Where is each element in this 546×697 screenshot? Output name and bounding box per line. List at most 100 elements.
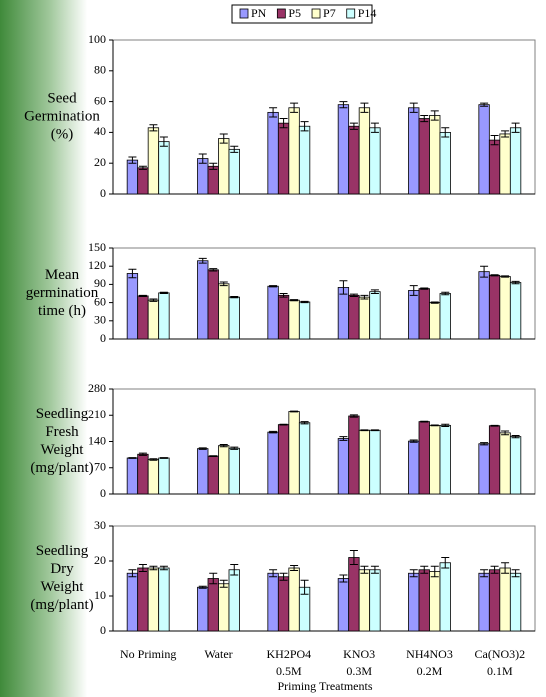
- y-tick-label: 0: [100, 486, 106, 500]
- bar: [489, 570, 500, 631]
- y-axis-label: Weight: [41, 442, 85, 458]
- x-tick-label: KH2PO4: [266, 647, 311, 661]
- bar: [500, 134, 511, 194]
- bar: [419, 289, 430, 339]
- bar: [479, 444, 490, 494]
- bar: [510, 573, 521, 631]
- y-axis-label: (mg/plant): [30, 460, 93, 476]
- y-axis-label: Germination: [24, 108, 100, 124]
- bar: [289, 108, 300, 194]
- bar: [198, 449, 209, 494]
- y-axis-label: Seedling: [36, 543, 89, 559]
- bar: [479, 105, 490, 194]
- bar: [208, 270, 219, 339]
- bar: [440, 425, 451, 494]
- bar: [510, 128, 521, 194]
- bar: [289, 300, 300, 339]
- bar: [138, 454, 149, 494]
- y-tick-label: 150: [88, 240, 106, 254]
- legend-swatch: [312, 9, 320, 18]
- bar: [219, 284, 230, 339]
- bar: [299, 126, 310, 194]
- bar: [349, 295, 360, 339]
- error-bar: [160, 458, 168, 459]
- chart: 020406080100SeedGermination(%)PNP5P7P140…: [0, 0, 546, 697]
- bar: [370, 292, 381, 339]
- bar: [510, 283, 521, 339]
- y-axis-label: (%): [51, 126, 74, 142]
- legend-swatch: [347, 9, 355, 18]
- bar: [419, 422, 430, 494]
- bar: [278, 577, 289, 631]
- bar: [159, 142, 170, 194]
- page: 020406080100SeedGermination(%)PNP5P7P140…: [0, 0, 546, 697]
- bar: [370, 128, 381, 194]
- bar: [127, 273, 137, 339]
- bar: [268, 432, 279, 494]
- error-bar: [371, 430, 379, 431]
- y-axis-label: Seed: [47, 90, 77, 106]
- bar: [430, 572, 441, 632]
- bar: [148, 128, 159, 194]
- bar: [198, 587, 209, 631]
- bar: [219, 446, 230, 494]
- bar: [359, 108, 370, 194]
- bar: [219, 139, 230, 194]
- bar: [500, 277, 511, 339]
- legend-swatch: [240, 9, 248, 18]
- bar: [479, 573, 490, 631]
- bar: [138, 296, 149, 339]
- bar: [219, 584, 230, 631]
- error-bar: [128, 458, 136, 459]
- bar: [349, 416, 360, 494]
- bar: [159, 293, 170, 339]
- bar: [479, 272, 490, 339]
- y-tick-label: 0: [100, 186, 106, 200]
- y-tick-label: 100: [88, 32, 106, 46]
- x-tick-label: 0.2M: [417, 664, 443, 678]
- y-tick-label: 20: [94, 155, 106, 169]
- bar: [138, 168, 149, 194]
- bar: [338, 439, 349, 495]
- error-bar: [280, 424, 288, 425]
- bar: [359, 297, 370, 339]
- y-tick-label: 60: [94, 93, 106, 107]
- bar: [268, 112, 279, 194]
- plot-frame: [113, 526, 535, 631]
- bar: [208, 456, 219, 494]
- x-tick-label: 0.1M: [487, 664, 513, 678]
- bar: [208, 166, 219, 194]
- bar: [510, 437, 521, 494]
- bar: [289, 412, 300, 495]
- error-bar: [491, 425, 499, 426]
- bar: [349, 126, 360, 194]
- y-tick-label: 0: [100, 623, 106, 637]
- y-tick-label: 70: [94, 460, 106, 474]
- y-tick-label: 10: [94, 588, 106, 602]
- y-tick-label: 120: [88, 258, 106, 272]
- y-tick-label: 30: [94, 518, 106, 532]
- y-axis-label: Mean: [45, 267, 80, 283]
- bar: [500, 568, 511, 631]
- bar: [229, 297, 240, 339]
- bar: [229, 570, 240, 631]
- y-axis-label: Weight: [41, 579, 85, 595]
- error-bar: [290, 411, 298, 412]
- bar: [489, 275, 500, 339]
- bar: [278, 295, 289, 339]
- plot-frame: [113, 248, 535, 339]
- error-bar: [431, 425, 439, 426]
- bar: [299, 302, 310, 339]
- y-axis-label: Dry: [50, 561, 74, 577]
- bar: [409, 108, 420, 194]
- bar: [198, 159, 209, 194]
- y-axis-label: germination: [26, 285, 99, 301]
- bar: [440, 563, 451, 631]
- bar: [127, 573, 137, 631]
- bar: [409, 441, 420, 494]
- legend-label: P14: [358, 6, 377, 20]
- bar: [268, 573, 279, 631]
- bar: [148, 568, 159, 631]
- y-tick-label: 20: [94, 553, 106, 567]
- y-axis-label: Seedling: [36, 406, 89, 422]
